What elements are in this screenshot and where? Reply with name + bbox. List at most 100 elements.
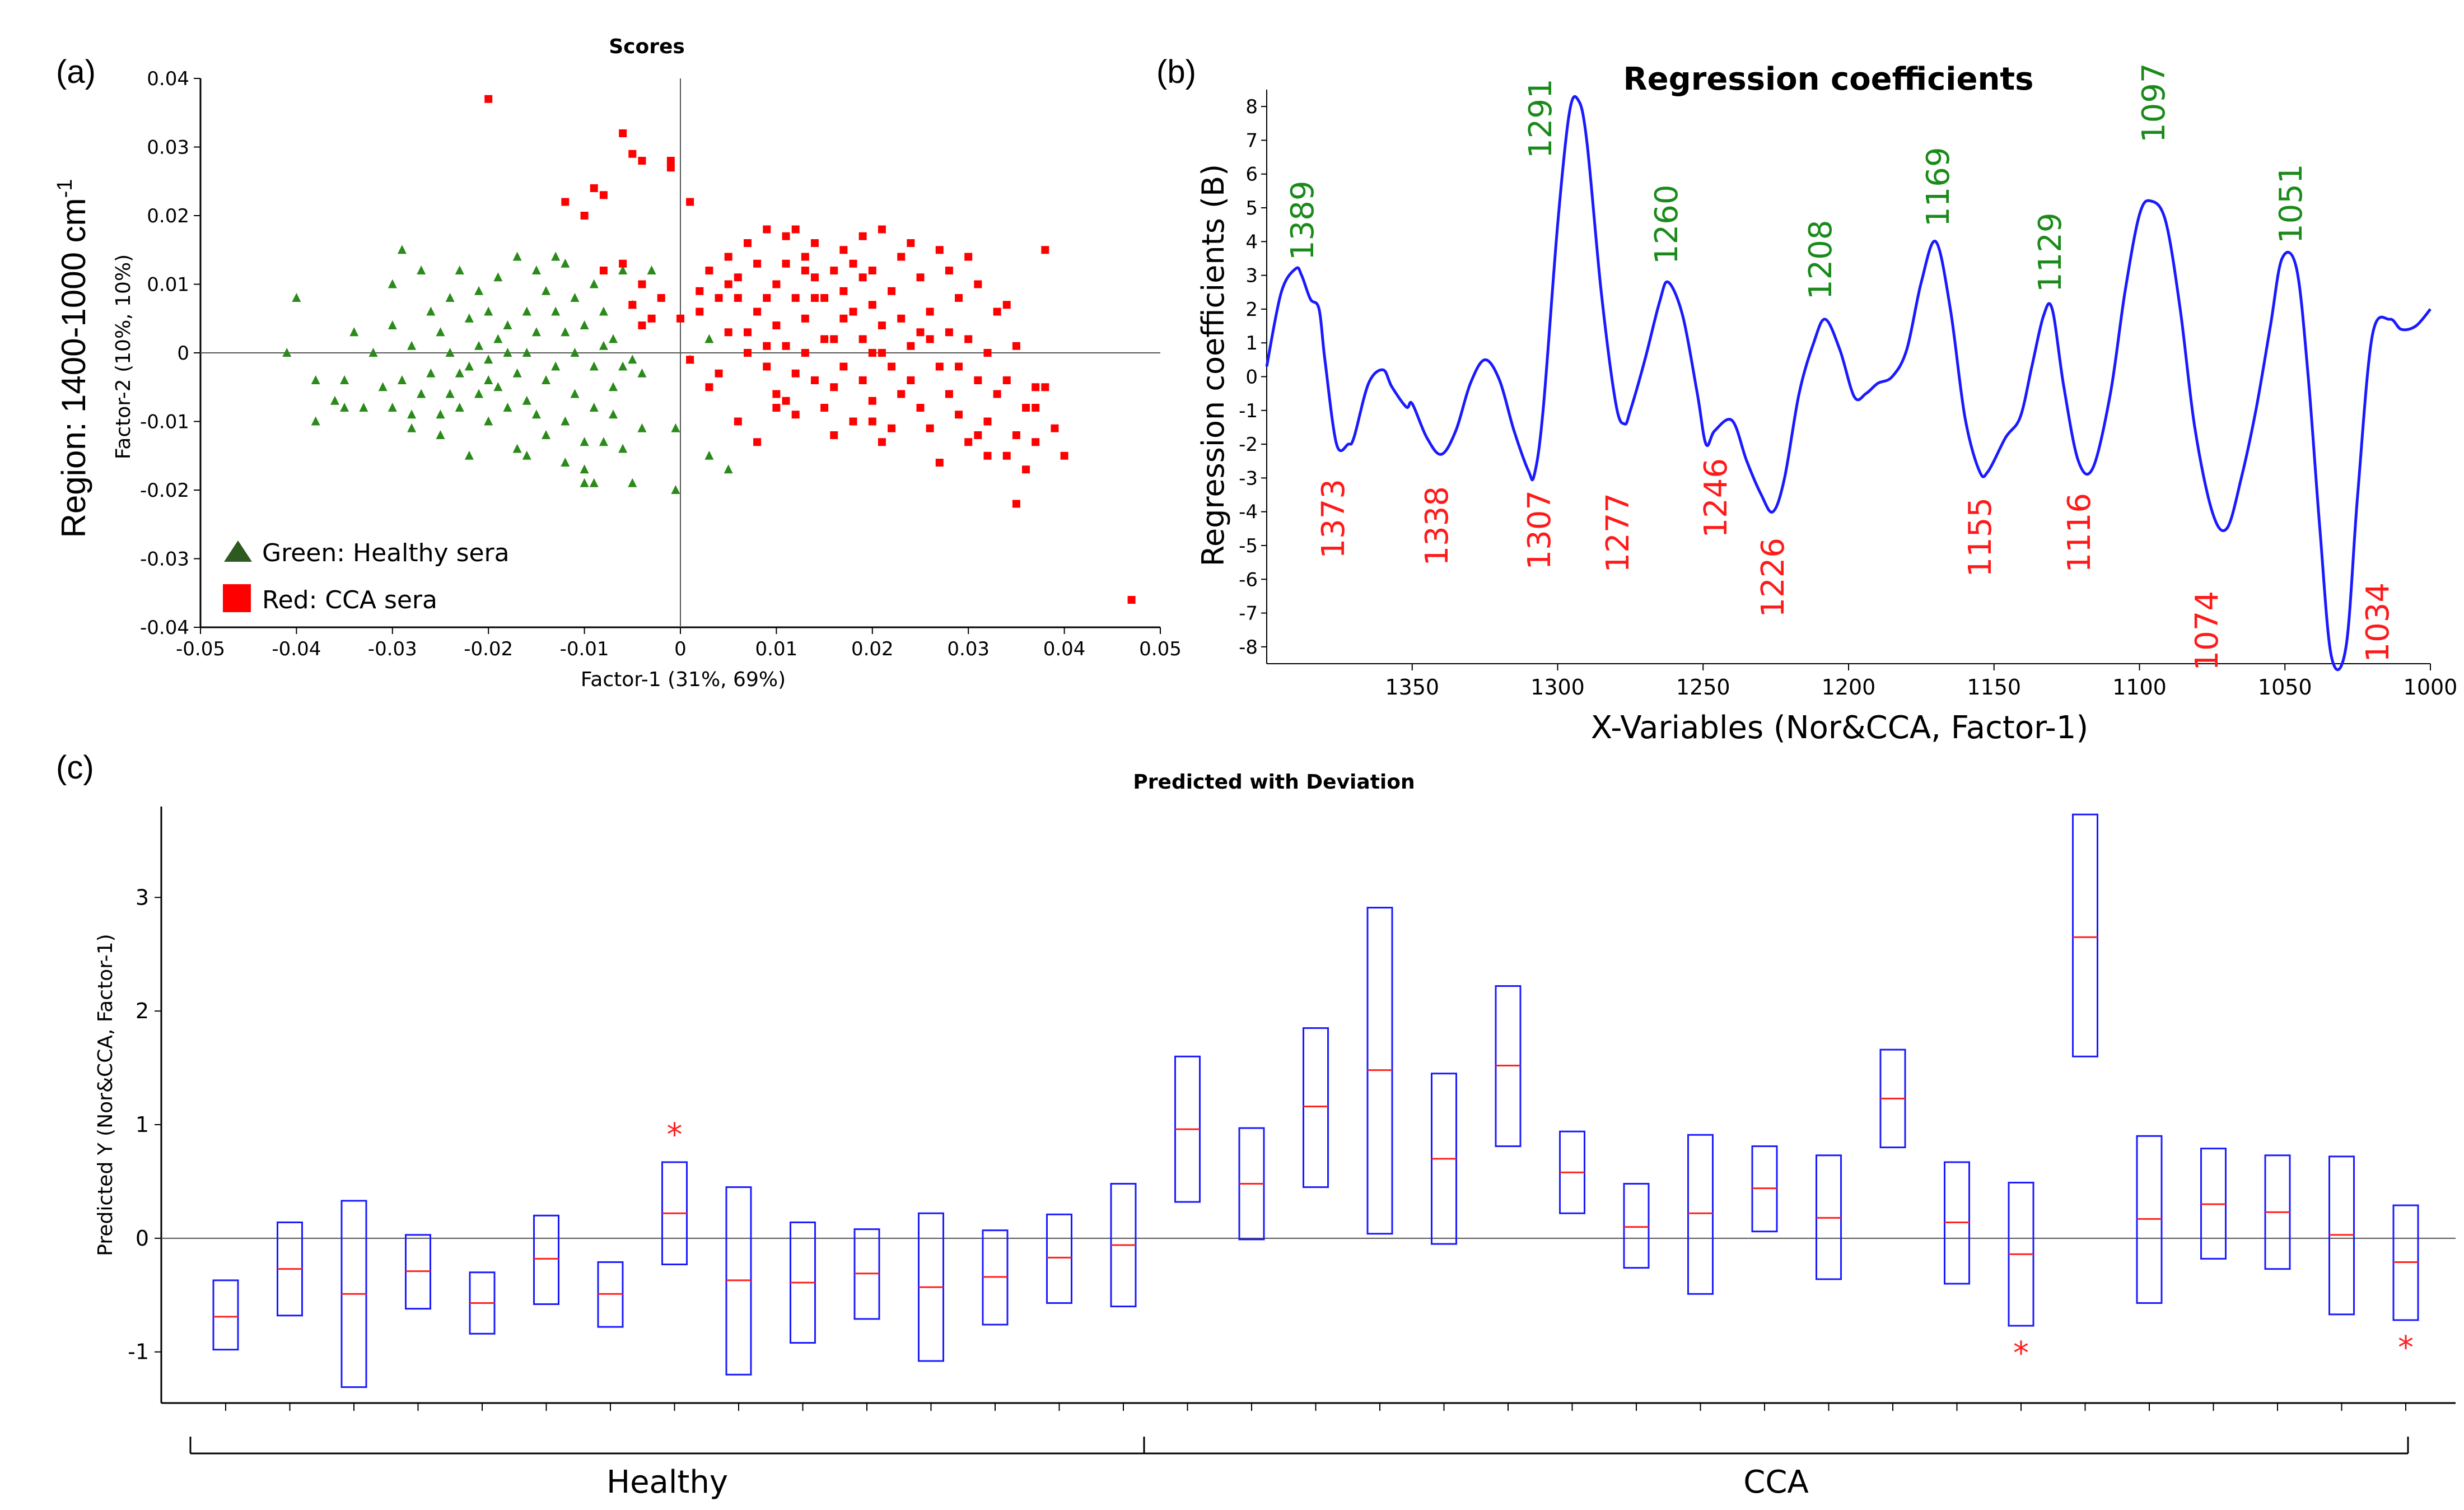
healthy-point xyxy=(724,464,733,474)
cca-point xyxy=(926,307,934,316)
coefficients-y-tick-label: -3 xyxy=(1239,467,1258,490)
healthy-point xyxy=(311,375,320,384)
cca-point xyxy=(724,328,732,337)
healthy-point xyxy=(609,334,618,343)
negative-peak-label: 1246 xyxy=(1698,458,1734,538)
healthy-point xyxy=(599,437,608,446)
cca-point xyxy=(715,369,723,378)
scores-panel: (a) Scores Region: 1400-1000 cm-1 Factor… xyxy=(53,35,1182,691)
coefficients-y-tick-label: -2 xyxy=(1239,434,1258,456)
healthy-point xyxy=(455,403,464,412)
predicted-y-tick-label: 0 xyxy=(136,1226,149,1251)
coefficients-x-tick-label: 1300 xyxy=(1530,675,1585,700)
cca-point xyxy=(888,424,896,432)
outlier-asterisk: * xyxy=(2398,1330,2414,1366)
cca-point xyxy=(1002,376,1011,384)
healthy-point xyxy=(628,355,637,364)
scores-y-tick-label: -0.03 xyxy=(140,548,189,571)
cca-point xyxy=(676,314,684,323)
healthy-point xyxy=(599,306,608,316)
group-label-cca: CCA xyxy=(1743,1464,1809,1500)
positive-peak-label: 1129 xyxy=(2032,212,2069,292)
healthy-point xyxy=(589,478,599,487)
healthy-point xyxy=(445,293,455,302)
cca-point xyxy=(696,307,704,316)
cca-point xyxy=(705,383,713,392)
coefficients-y-tick-label: 6 xyxy=(1245,164,1258,186)
healthy-point xyxy=(484,416,493,426)
coefficients-y-tick-label: 4 xyxy=(1245,231,1258,253)
healthy-point xyxy=(417,389,426,398)
positive-peak-label: 1051 xyxy=(2273,164,2309,244)
deviation-box xyxy=(1303,1027,1329,1189)
predicted-y-tick-label: 2 xyxy=(136,999,149,1023)
cca-point xyxy=(974,280,982,288)
cca-point xyxy=(772,321,781,329)
cca-point xyxy=(1032,404,1040,412)
scores-xlabel: Factor-1 (31%, 69%) xyxy=(581,668,786,691)
scores-legend: Green: Healthy sera Red: CCA sera xyxy=(223,539,510,614)
coefficients-xlabel: X-Variables (Nor&CCA, Factor-1) xyxy=(1591,710,2089,746)
healthy-point xyxy=(493,334,503,343)
cca-point xyxy=(666,164,675,172)
cca-point xyxy=(561,198,570,206)
healthy-point xyxy=(522,450,531,460)
cca-point xyxy=(782,259,790,268)
cca-point xyxy=(820,404,829,412)
cca-point xyxy=(858,376,867,384)
cca-point xyxy=(839,246,848,254)
cca-point xyxy=(830,335,838,343)
cca-point xyxy=(753,438,762,446)
healthy-point xyxy=(397,245,407,254)
healthy-point xyxy=(455,265,464,274)
cca-point xyxy=(907,376,915,384)
healthy-point xyxy=(551,361,561,371)
scores-x-tick-label: -0.02 xyxy=(464,638,513,660)
healthy-point xyxy=(618,361,628,371)
scores-x-tick-label: 0.03 xyxy=(947,638,990,660)
healthy-point xyxy=(445,348,455,357)
cca-point xyxy=(983,349,992,357)
scores-x-tick-label: 0.01 xyxy=(755,638,798,660)
cca-point xyxy=(820,294,829,302)
cca-point xyxy=(1051,424,1059,432)
healthy-point xyxy=(340,375,349,384)
coefficients-y-tick-label: 2 xyxy=(1245,299,1258,321)
cca-point xyxy=(974,431,982,439)
cca-point xyxy=(1002,451,1011,460)
positive-peak-label: 1208 xyxy=(1803,220,1839,300)
scores-x-tick-label: 0.05 xyxy=(1139,638,1182,660)
healthy-point xyxy=(561,258,570,268)
coefficients-y-tick-label: 5 xyxy=(1245,197,1258,220)
coefficients-x-tick-label: 1100 xyxy=(2112,675,2167,700)
healthy-point xyxy=(474,286,484,295)
predicted-axes: 3 2 1 0 -1 xyxy=(128,807,2456,1411)
healthy-point xyxy=(436,430,445,439)
cca-point xyxy=(983,417,992,426)
coefficients-x-tick-label: 1200 xyxy=(1822,675,1876,700)
healthy-point xyxy=(637,368,647,378)
negative-peak-label: 1155 xyxy=(1962,497,1999,577)
cca-point xyxy=(868,397,876,405)
positive-peak-label: 1097 xyxy=(2136,63,2172,143)
cca-point xyxy=(1002,301,1011,309)
cca-point xyxy=(858,273,867,282)
deviation-box xyxy=(533,1214,559,1306)
negative-peak-label: 1338 xyxy=(1419,486,1455,566)
scores-x-tick-label: -0.05 xyxy=(176,638,225,660)
healthy-point xyxy=(474,341,484,350)
cca-point xyxy=(916,404,925,412)
healthy-point xyxy=(704,450,714,460)
cca-point xyxy=(935,362,944,371)
cca-point xyxy=(772,280,781,288)
healthy-point xyxy=(512,368,522,378)
cca-point xyxy=(858,335,867,343)
negative-peak-label: 1277 xyxy=(1600,493,1636,573)
cca-point xyxy=(638,280,646,288)
healthy-point xyxy=(637,423,647,432)
cca-point xyxy=(810,239,819,247)
healthy-point xyxy=(542,375,551,384)
healthy-point xyxy=(531,327,541,337)
cca-point xyxy=(868,349,876,357)
cca-point xyxy=(743,328,752,337)
